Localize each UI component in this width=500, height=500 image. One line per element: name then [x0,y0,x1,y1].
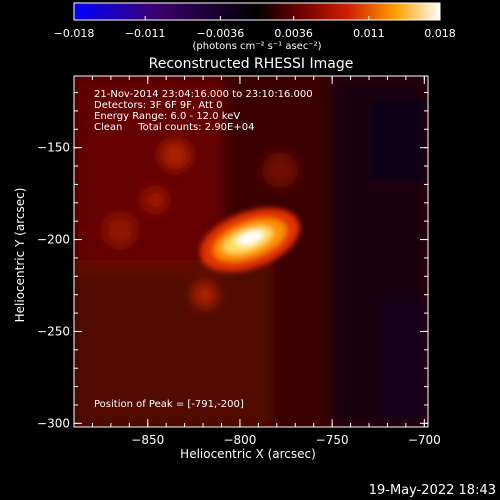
colorbar-unit-label: (photons cm⁻² s⁻¹ asec⁻²) [192,41,321,52]
annotation-time-range: 21-Nov-2014 23:04:16.000 to 23:10:16.000 [94,89,313,100]
x-tick-label: −800 [223,433,256,447]
footer-timestamp: 19-May-2022 18:43 [369,483,496,498]
colorbar-tick-label: 0.011 [353,27,385,40]
colorbar [74,3,440,20]
annotation-detectors: Detectors: 3F 6F 9F, Att 0 [94,100,222,111]
y-tick-label: −150 [37,141,70,155]
plot-frame [73,75,429,428]
annotation-peak-position: Position of Peak = [-791,-200] [94,399,244,410]
colorbar-ticks: −0.018 −0.011 −0.0036 0.0036 0.011 0.018 [54,2,456,40]
x-axis-ticks: −850 −800 −750 −700 [73,76,441,447]
colorbar-tick-label: −0.0036 [197,27,245,40]
x-axis-label: Heliocentric X (arcsec) [180,447,316,461]
annotation-total-counts: Clean Total counts: 2.90E+04 [94,122,254,133]
x-tick-label: −850 [131,433,164,447]
annotation-energy-range: Energy Range: 6.0 - 12.0 keV [94,111,240,122]
colorbar-tick-label: −0.018 [54,27,95,40]
x-tick-label: −750 [316,433,349,447]
x-tick-label: −700 [408,433,441,447]
colorbar-tick-label: 0.018 [424,27,456,40]
y-tick-label: −250 [37,324,70,338]
y-axis-label: Heliocentric Y (arcsec) [13,188,27,323]
heatmap-image [74,76,428,427]
colorbar-frame [73,2,441,21]
colorbar-tick-label: −0.011 [125,27,166,40]
y-tick-label: −200 [37,233,70,247]
y-axis-ticks: −150 −200 −250 −300 [37,92,428,430]
colorbar-tick-label: 0.0036 [274,27,313,40]
y-tick-label: −300 [37,416,70,430]
chart-title: Reconstructed RHESSI Image [149,56,354,72]
